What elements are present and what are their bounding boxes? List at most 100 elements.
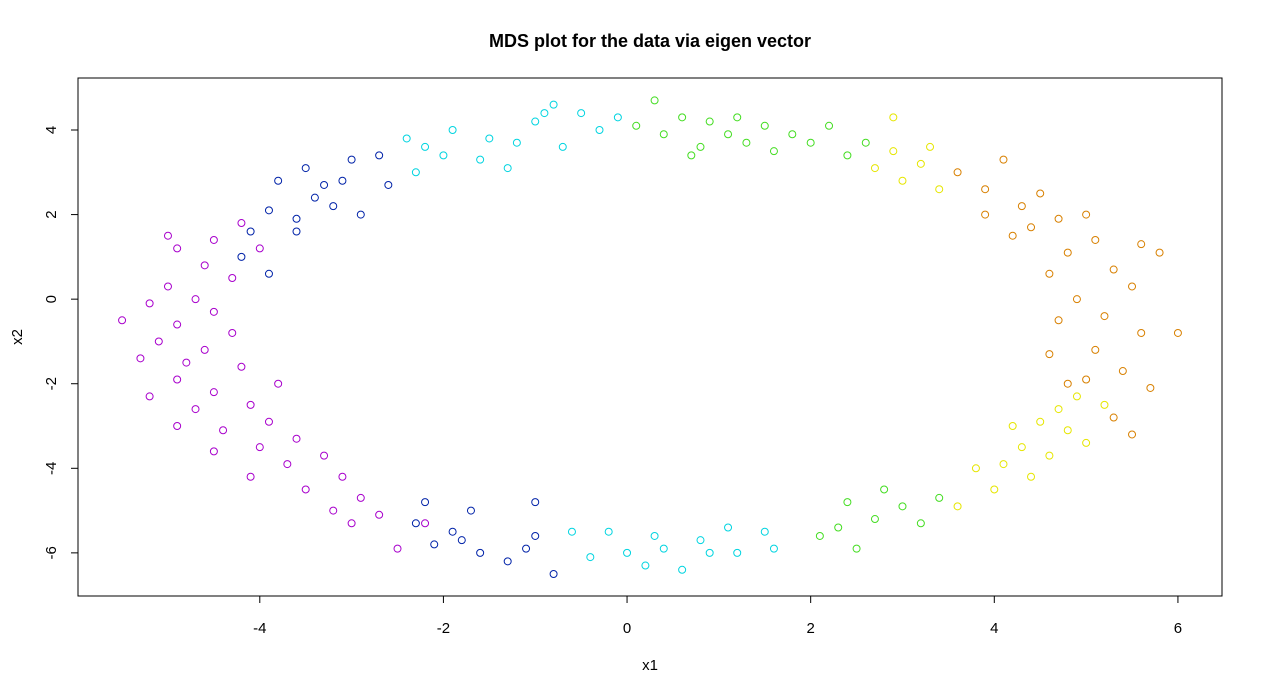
point: [898, 502, 907, 511]
point: [264, 269, 273, 278]
point: [264, 206, 273, 215]
point: [329, 202, 338, 211]
point: [485, 134, 494, 143]
point: [742, 138, 751, 147]
point: [1045, 269, 1054, 278]
point: [255, 244, 264, 253]
point: [1173, 328, 1182, 337]
point: [347, 155, 356, 164]
point: [678, 565, 687, 574]
point: [173, 375, 182, 384]
point: [889, 147, 898, 156]
point: [769, 147, 778, 156]
point: [916, 519, 925, 528]
y-tick-label: -4: [43, 462, 60, 475]
point: [118, 316, 127, 325]
point: [586, 553, 595, 562]
point: [421, 498, 430, 507]
point: [1128, 282, 1137, 291]
point: [512, 138, 521, 147]
point: [375, 510, 384, 519]
point: [769, 544, 778, 553]
point: [696, 536, 705, 545]
point: [971, 464, 980, 473]
point: [825, 121, 834, 130]
point: [329, 506, 338, 515]
point: [696, 142, 705, 151]
point: [1063, 248, 1072, 257]
point: [1109, 413, 1118, 422]
point: [843, 151, 852, 160]
point: [274, 176, 283, 185]
point: [402, 134, 411, 143]
point: [613, 113, 622, 122]
y-tick-label: 0: [43, 295, 60, 303]
point: [411, 168, 420, 177]
point: [320, 451, 329, 460]
point: [981, 210, 990, 219]
point: [264, 417, 273, 426]
plot-box: [77, 77, 1223, 597]
point: [1146, 383, 1155, 392]
point: [209, 307, 218, 316]
point: [1100, 312, 1109, 321]
point: [567, 527, 576, 536]
point: [632, 121, 641, 130]
point: [760, 527, 769, 536]
point: [503, 557, 512, 566]
point: [659, 130, 668, 139]
point: [522, 544, 531, 553]
point: [209, 447, 218, 456]
point: [1027, 223, 1036, 232]
point: [1072, 392, 1081, 401]
point: [788, 130, 797, 139]
point: [806, 138, 815, 147]
point: [1054, 316, 1063, 325]
point: [815, 531, 824, 540]
point: [558, 142, 567, 151]
point: [935, 493, 944, 502]
point: [540, 109, 549, 118]
y-tick-label: 4: [43, 126, 60, 134]
point: [466, 506, 475, 515]
point: [246, 400, 255, 409]
point: [448, 527, 457, 536]
point: [274, 379, 283, 388]
point: [1100, 400, 1109, 409]
point: [1091, 235, 1100, 244]
point: [173, 320, 182, 329]
point: [320, 180, 329, 189]
point: [292, 214, 301, 223]
point: [191, 295, 200, 304]
point: [705, 548, 714, 557]
x-tick-label: -4: [253, 620, 266, 637]
point: [870, 515, 879, 524]
point: [163, 231, 172, 240]
point: [898, 176, 907, 185]
point: [990, 485, 999, 494]
x-tick-label: 4: [990, 620, 998, 637]
point: [301, 164, 310, 173]
point: [219, 426, 228, 435]
point: [981, 185, 990, 194]
point: [531, 531, 540, 540]
point: [393, 544, 402, 553]
point: [283, 460, 292, 469]
point: [916, 159, 925, 168]
x-tick-label: -2: [437, 620, 450, 637]
point: [1063, 426, 1072, 435]
point: [209, 235, 218, 244]
point: [852, 544, 861, 553]
point: [476, 155, 485, 164]
y-tick-label: -2: [43, 377, 60, 390]
point: [384, 180, 393, 189]
point: [1082, 375, 1091, 384]
point: [1045, 451, 1054, 460]
point: [173, 422, 182, 431]
point: [604, 527, 613, 536]
point: [953, 502, 962, 511]
point: [595, 126, 604, 135]
point: [760, 121, 769, 130]
